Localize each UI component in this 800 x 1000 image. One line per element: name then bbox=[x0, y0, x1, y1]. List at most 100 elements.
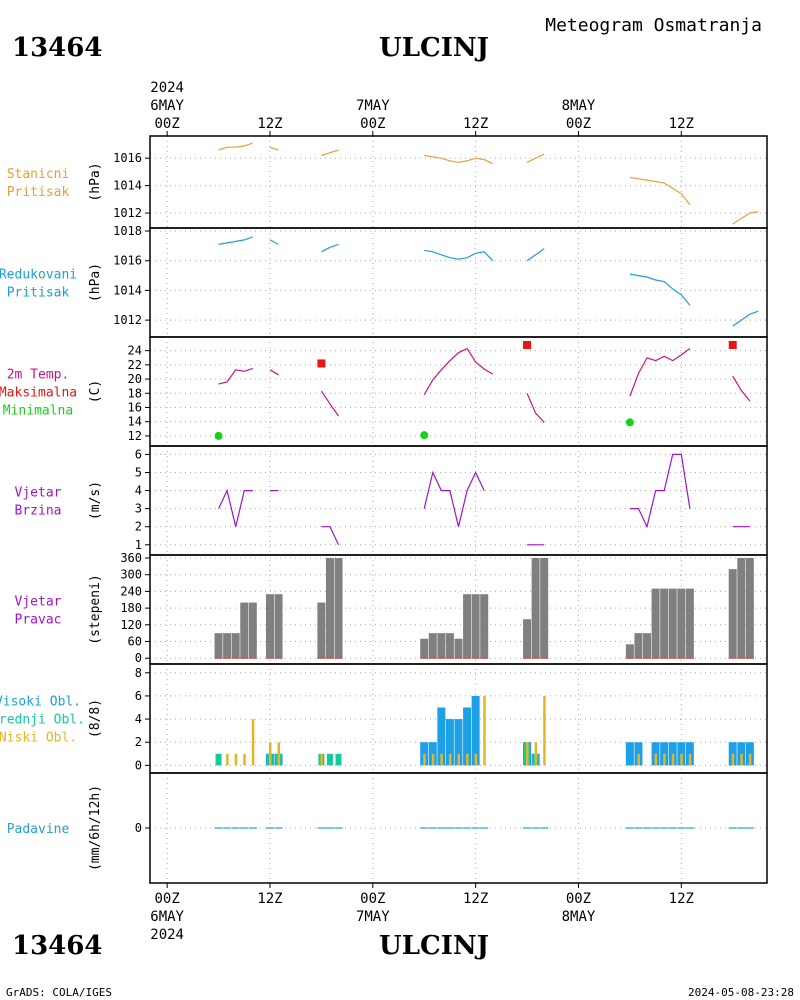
ytick-label: 14 bbox=[128, 415, 142, 429]
bar bbox=[531, 558, 540, 659]
bar bbox=[437, 633, 446, 659]
ytick-label: 0 bbox=[135, 651, 142, 665]
cloud-low-bar bbox=[320, 753, 323, 766]
series-line bbox=[218, 367, 253, 385]
cloud-low-bar bbox=[654, 753, 658, 766]
cloud-high-bar bbox=[471, 695, 480, 766]
ytick-label: 24 bbox=[128, 344, 142, 358]
panel-label: Pravac bbox=[15, 613, 62, 628]
cloud-low-bar bbox=[680, 753, 683, 766]
series-line bbox=[732, 310, 759, 327]
panel-label: Vjetar bbox=[15, 486, 62, 501]
tmin-marker bbox=[214, 431, 223, 440]
bar bbox=[745, 558, 754, 659]
cloud-low-bar bbox=[526, 742, 529, 766]
bar bbox=[325, 558, 334, 659]
footer-timestamp: 2024-05-08-23:28 bbox=[688, 986, 794, 999]
bar bbox=[317, 602, 326, 659]
cloud-low-bar bbox=[277, 742, 281, 766]
ytick-label: 180 bbox=[120, 601, 142, 615]
ytick-label: 1 bbox=[135, 538, 142, 552]
footer-station-id: 13464 bbox=[12, 931, 102, 961]
bar bbox=[223, 633, 232, 659]
bar bbox=[643, 633, 652, 659]
series-line bbox=[526, 393, 545, 423]
ytick-label: 1014 bbox=[113, 283, 142, 297]
series-line bbox=[218, 488, 253, 527]
cloud-low-bar bbox=[457, 753, 460, 766]
cloud-low-bar bbox=[466, 753, 469, 766]
cloud-low-bar bbox=[251, 719, 255, 766]
date-top-label: 8MAY bbox=[562, 98, 596, 114]
series-line bbox=[269, 146, 279, 151]
xtick-bottom-label: 12Z bbox=[669, 891, 694, 907]
ytick-label: 16 bbox=[128, 400, 142, 414]
credit: GrADS: COLA/IGES bbox=[6, 986, 112, 999]
date-top-label: 6MAY bbox=[150, 98, 184, 114]
panel-redukovani-pritisak: 1012 1014 1016 1018 (hPa) Redukovani Pritisak bbox=[0, 224, 768, 338]
panel-label: Padavine bbox=[7, 822, 70, 837]
panels: 101210141016(hPa)StanicniPritisak1012101… bbox=[0, 135, 768, 884]
cloud-high-bar bbox=[463, 707, 472, 766]
series-line bbox=[269, 369, 279, 376]
series-line bbox=[629, 348, 691, 397]
xtick-bottom-label: 00Z bbox=[360, 891, 385, 907]
xtick-top-label: 00Z bbox=[154, 116, 179, 132]
series-line bbox=[218, 236, 253, 245]
ylabel: (hPa) bbox=[88, 263, 103, 302]
panel-label: Redukovani bbox=[0, 268, 77, 283]
tmax-marker bbox=[728, 340, 737, 349]
bar bbox=[737, 558, 746, 659]
ylabel: (hPa) bbox=[88, 162, 103, 201]
date-bottom-label: 6MAY bbox=[150, 909, 184, 925]
bar bbox=[668, 588, 677, 659]
cloud-low-bar bbox=[243, 753, 246, 766]
tmin-marker bbox=[420, 431, 429, 440]
cloud-low-bar bbox=[731, 753, 735, 766]
ytick-label: 12 bbox=[128, 429, 142, 443]
ytick-label: 4 bbox=[135, 712, 142, 726]
bar bbox=[677, 588, 686, 659]
ytick-label: 6 bbox=[135, 689, 142, 703]
series-line bbox=[423, 470, 485, 527]
panel-label: Minimalna bbox=[3, 404, 73, 419]
tmin-marker bbox=[625, 418, 634, 427]
panel-label: Srednji Obl. bbox=[0, 713, 85, 728]
bar bbox=[651, 588, 660, 659]
bar bbox=[274, 594, 283, 659]
panel-label: Maksimalna bbox=[0, 386, 77, 401]
panel-label: Stanicni bbox=[7, 167, 70, 182]
bar bbox=[463, 594, 472, 659]
cloud-low-bar bbox=[474, 753, 478, 766]
date-bottom-label: 8MAY bbox=[562, 909, 596, 925]
cloud-high-bar bbox=[454, 719, 463, 766]
ytick-label: 20 bbox=[128, 372, 142, 386]
cloud-low-bar bbox=[226, 753, 229, 766]
ylabel: (8/8) bbox=[88, 699, 103, 738]
station-id: 13464 bbox=[12, 33, 102, 63]
series-line bbox=[629, 453, 691, 529]
series-line bbox=[320, 390, 339, 417]
cloud-mid-bar bbox=[326, 753, 333, 766]
year-bottom-label: 2024 bbox=[150, 927, 184, 943]
date-top-label: 7MAY bbox=[356, 98, 390, 114]
bar bbox=[728, 569, 737, 659]
panel-label: Pritisak bbox=[7, 286, 70, 301]
series-line bbox=[526, 248, 545, 262]
bar bbox=[660, 588, 669, 659]
panel-label: Pritisak bbox=[7, 185, 70, 200]
panel-vjetar-pravac: 0 60 120 180 240 300 360 (stepeni) Vjetar Pravac bbox=[15, 551, 768, 665]
cloud-low-bar bbox=[671, 753, 675, 766]
xtick-top-label: 12Z bbox=[463, 116, 488, 132]
ytick-label: 1016 bbox=[113, 254, 142, 268]
bar bbox=[420, 638, 429, 659]
ytick-label: 360 bbox=[120, 551, 142, 565]
ytick-label: 6 bbox=[135, 447, 142, 461]
ytick-label: 1018 bbox=[113, 224, 142, 238]
ytick-label: 300 bbox=[120, 568, 142, 582]
cloud-low-bar bbox=[431, 753, 435, 766]
ytick-label: 2 bbox=[135, 520, 142, 534]
cloud-low-bar bbox=[448, 753, 452, 766]
series-line bbox=[526, 153, 545, 163]
